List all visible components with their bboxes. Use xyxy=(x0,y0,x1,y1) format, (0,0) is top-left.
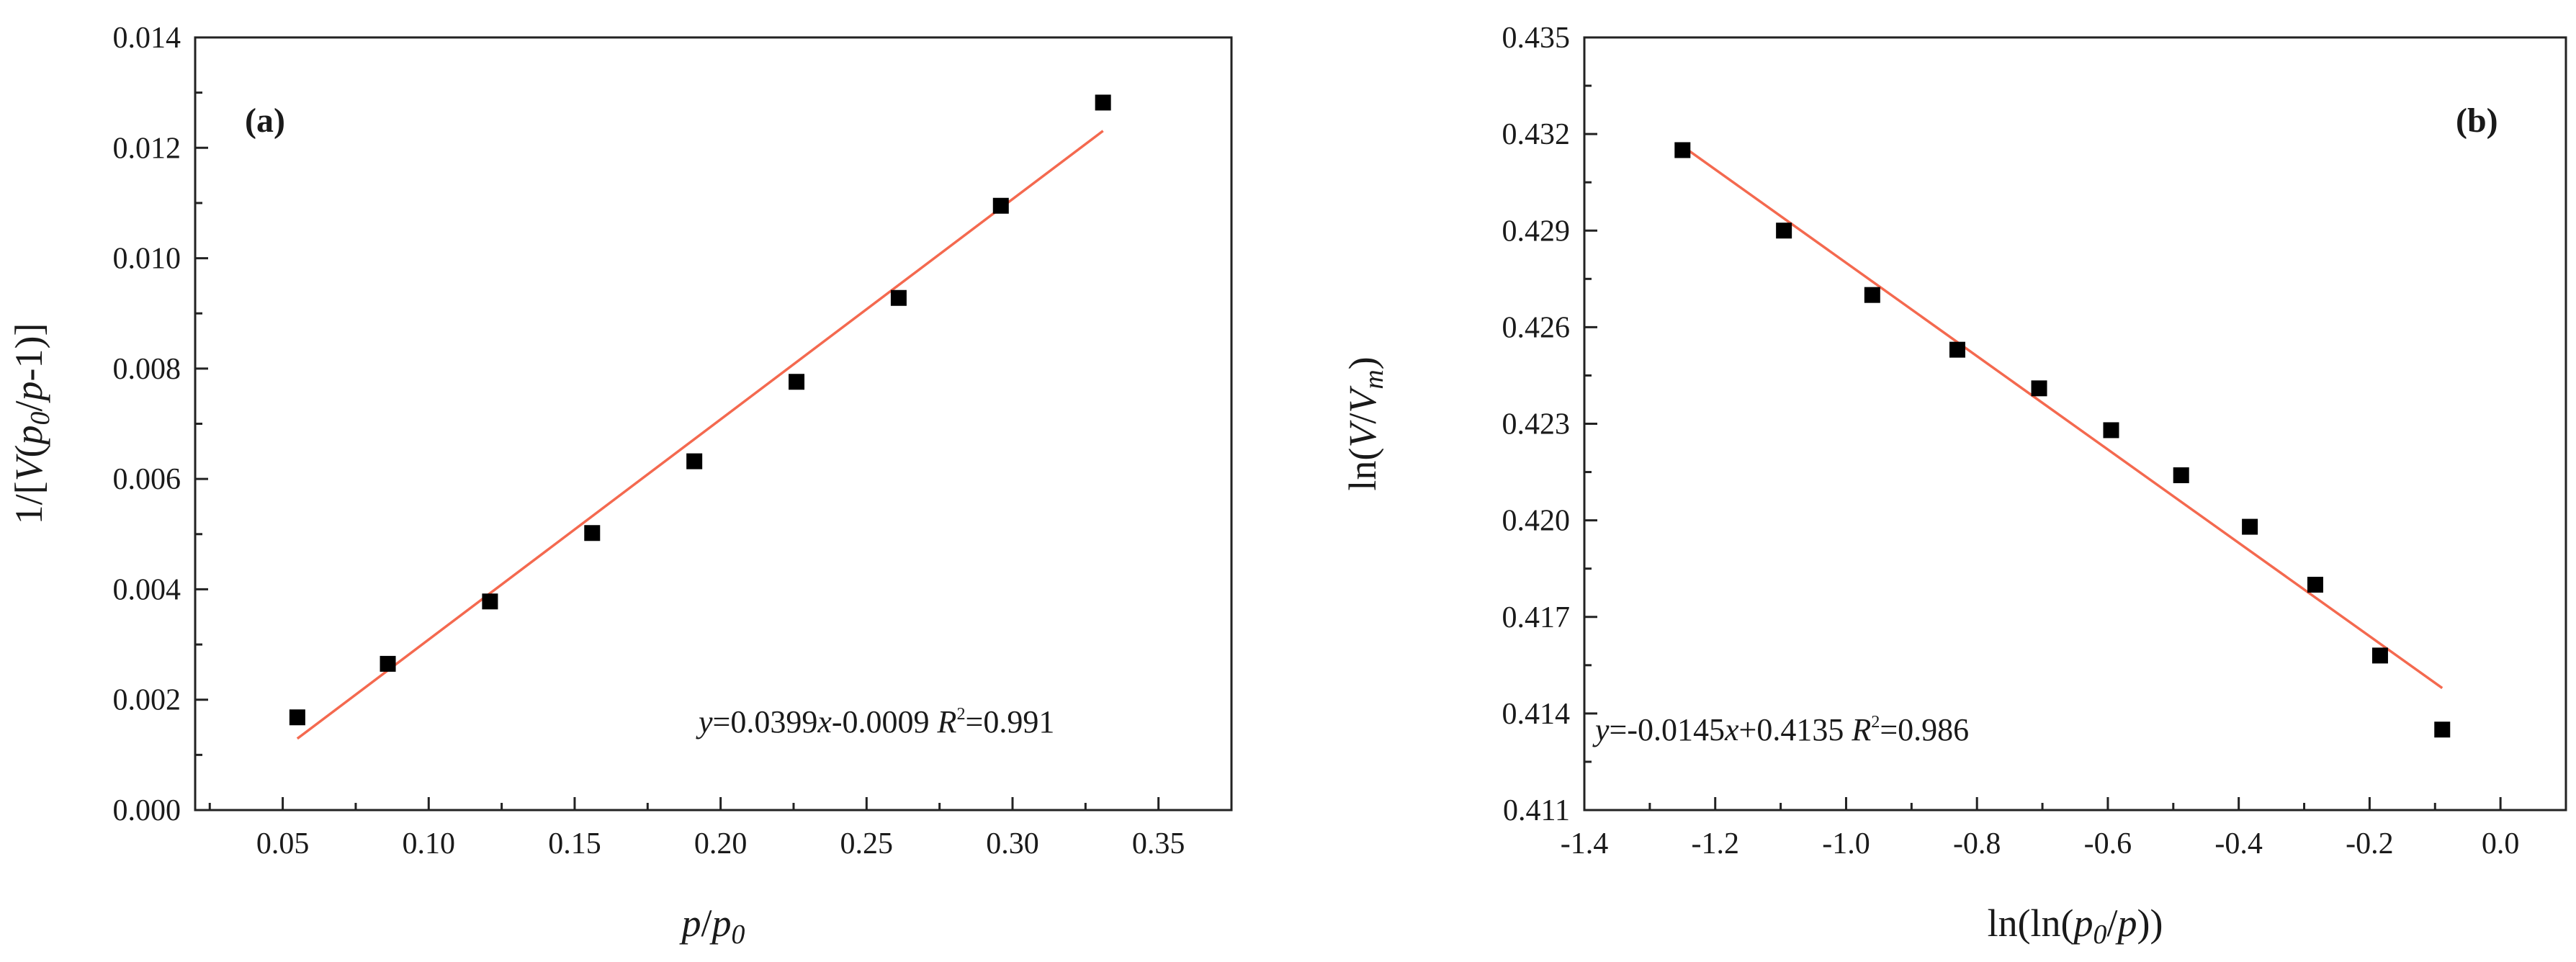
y-tick-label: 0.004 xyxy=(113,573,181,606)
x-tick-label: -1.0 xyxy=(1822,827,1870,860)
y-tick-label: 0.008 xyxy=(113,353,181,386)
data-point xyxy=(2103,422,2119,439)
x-tick-label: 0.0 xyxy=(2482,827,2520,860)
data-point xyxy=(890,289,907,306)
data-point xyxy=(2307,577,2323,593)
fit-line xyxy=(1682,145,2443,689)
x-tick-label: -0.6 xyxy=(2084,827,2132,860)
data-point xyxy=(584,525,601,541)
x-tick-label: -0.4 xyxy=(2214,827,2263,860)
y-tick-label: 0.423 xyxy=(1502,408,1571,441)
y-axis-label: ln(V/Vm) xyxy=(1341,356,1389,490)
y-tick-label: 0.426 xyxy=(1502,311,1571,344)
y-tick-label: 0.435 xyxy=(1502,22,1571,55)
data-point xyxy=(482,593,498,610)
y-tick-label: 0.010 xyxy=(113,243,181,276)
data-point xyxy=(289,709,305,726)
y-tick-label: 0.417 xyxy=(1502,601,1571,634)
x-tick-label: 0.15 xyxy=(548,827,601,860)
data-point xyxy=(686,453,703,469)
x-tick-label: 0.30 xyxy=(986,827,1039,860)
data-point xyxy=(1674,142,1691,158)
x-tick-label: -0.2 xyxy=(2346,827,2394,860)
y-tick-label: 0.432 xyxy=(1502,118,1571,151)
y-tick-label: 0.006 xyxy=(113,463,181,496)
data-point xyxy=(2434,722,2451,738)
x-tick-label: 0.20 xyxy=(694,827,748,860)
data-point xyxy=(1949,341,1965,358)
fit-line xyxy=(296,130,1104,740)
y-tick-label: 0.000 xyxy=(113,794,181,827)
data-point xyxy=(2371,647,2388,664)
y-tick-label: 0.420 xyxy=(1502,505,1571,538)
y-tick-label: 0.012 xyxy=(113,132,181,165)
x-tick-label: 0.05 xyxy=(256,827,310,860)
y-tick-label: 0.429 xyxy=(1502,215,1571,248)
panel-a: 0.000 0.002 0.004 0.006 0.008 0.010 0.012 0.014… xyxy=(7,22,1233,950)
x-axis-label: ln(ln(p0/p)) xyxy=(1988,902,2163,950)
data-point xyxy=(789,374,805,390)
fit-equation: y=-0.0145x+0.4135 R2=0.986 xyxy=(1592,712,1969,747)
data-point xyxy=(1776,222,1792,239)
plot-frame xyxy=(1583,36,2567,812)
panel-b: 0.411 0.414 0.417 0.420 0.423 0.426 0.429 0.432… xyxy=(1341,22,2567,950)
panel-label: (a) xyxy=(245,102,285,140)
data-point xyxy=(2031,380,2047,397)
data-point xyxy=(1864,287,1880,303)
x-tick-label: -0.8 xyxy=(1953,827,2001,860)
y-tick-label: 0.411 xyxy=(1503,794,1570,827)
data-point xyxy=(2173,467,2189,484)
data-point xyxy=(1095,94,1111,111)
x-tick-label: 0.35 xyxy=(1132,827,1185,860)
data-point xyxy=(992,197,1009,214)
x-tick-label: -1.4 xyxy=(1561,827,1609,860)
y-axis-label: 1/[V(p0/p-1)] xyxy=(7,323,55,525)
y-tick-label: 0.414 xyxy=(1502,698,1571,731)
fit-equation: y=0.0399x-0.0009 R2=0.991 xyxy=(696,704,1054,740)
data-point xyxy=(380,655,396,672)
data-point xyxy=(2242,518,2258,535)
x-tick-label: 0.10 xyxy=(403,827,456,860)
y-tick-label: 0.002 xyxy=(113,684,181,717)
x-tick-label: 0.25 xyxy=(840,827,894,860)
y-tick-label: 0.014 xyxy=(113,22,181,55)
panel-label: (b) xyxy=(2456,102,2498,140)
x-tick-label: -1.2 xyxy=(1691,827,1739,860)
x-axis-label: p/p0 xyxy=(679,902,745,950)
